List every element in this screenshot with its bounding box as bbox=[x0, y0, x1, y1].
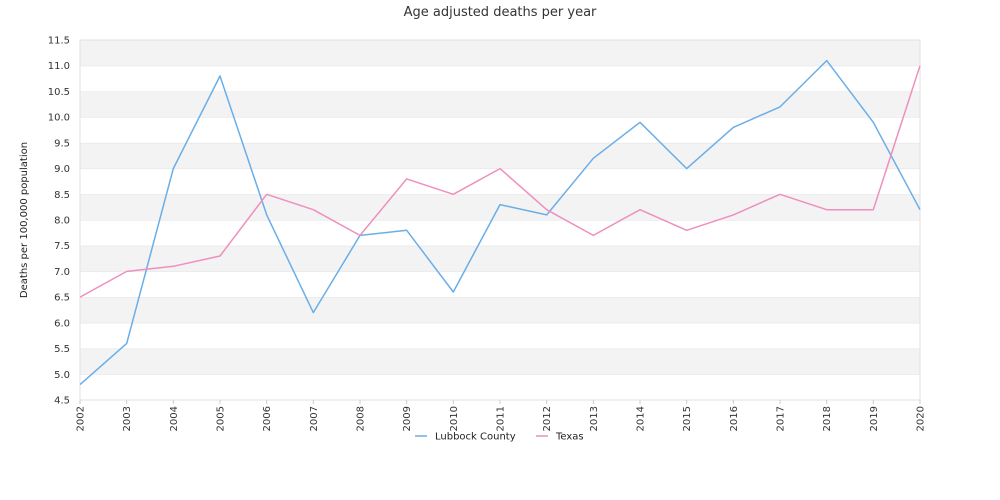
legend-item-texas[interactable]: Texas bbox=[536, 432, 584, 443]
grid-band bbox=[80, 220, 920, 246]
grid-band bbox=[80, 91, 920, 118]
x-tick-label: 2003 bbox=[122, 406, 133, 431]
grid-band bbox=[80, 348, 920, 375]
x-tick-label: 2010 bbox=[449, 406, 460, 431]
y-tick-label: 8.5 bbox=[54, 190, 70, 201]
grid-band bbox=[80, 322, 920, 349]
y-tick-label: 10.5 bbox=[48, 87, 70, 98]
x-tick-label: 2018 bbox=[822, 406, 833, 431]
grid-band bbox=[80, 117, 920, 143]
x-axis-ticks: 2002 2003 2004 2005 2006 2007 2008 2009 2010 2011… bbox=[76, 400, 927, 431]
grid-band bbox=[80, 142, 920, 169]
grid-band bbox=[80, 297, 920, 323]
plot-grid-bands bbox=[79, 39, 921, 401]
y-tick-label: 5.5 bbox=[54, 344, 70, 355]
x-tick-label: 2004 bbox=[169, 406, 180, 431]
x-tick-label: 2002 bbox=[76, 406, 87, 431]
legend-label: Texas bbox=[555, 432, 584, 443]
x-tick-label: 2006 bbox=[262, 406, 273, 431]
grid-band bbox=[80, 168, 920, 195]
x-tick-label: 2015 bbox=[682, 406, 693, 431]
y-tick-label: 6.5 bbox=[54, 293, 70, 304]
x-tick-label: 2012 bbox=[542, 406, 553, 431]
x-tick-label: 2008 bbox=[356, 406, 367, 431]
x-tick-label: 2005 bbox=[216, 406, 227, 431]
grid-band bbox=[80, 40, 920, 66]
x-tick-label: 2020 bbox=[916, 406, 927, 431]
x-tick-label: 2013 bbox=[589, 406, 600, 431]
grid-band bbox=[80, 245, 920, 272]
y-tick-label: 10.0 bbox=[48, 113, 70, 124]
x-tick-label: 2007 bbox=[309, 406, 320, 431]
grid-band bbox=[80, 194, 920, 220]
x-tick-label: 2017 bbox=[776, 406, 787, 431]
series-line-lubbock-county bbox=[79, 59, 921, 386]
y-tick-label: 4.5 bbox=[54, 396, 70, 407]
y-axis-title: Deaths per 100,000 population bbox=[19, 142, 30, 298]
y-tick-label: 9.5 bbox=[54, 138, 70, 149]
x-tick-label: 2014 bbox=[636, 406, 647, 431]
grid-band bbox=[80, 65, 920, 92]
legend-label: Lubbock County bbox=[435, 432, 516, 443]
grid-band bbox=[80, 374, 920, 400]
chart-title: Age adjusted deaths per year bbox=[404, 5, 597, 20]
x-tick-label: 2019 bbox=[869, 406, 880, 431]
y-tick-label: 9.0 bbox=[54, 164, 70, 175]
y-tick-label: 8.0 bbox=[54, 216, 70, 227]
grid-band bbox=[80, 271, 920, 298]
series-line-texas bbox=[79, 65, 921, 298]
x-tick-label: 2011 bbox=[496, 406, 507, 431]
legend-item-lubbock-county[interactable]: Lubbock County bbox=[415, 432, 516, 443]
x-tick-label: 2009 bbox=[402, 406, 413, 431]
y-axis-ticks: 4.5 5.0 5.5 6.0 6.5 7.0 7.5 8.0 8.5 9.0 9.5 10.0 10.… bbox=[48, 36, 70, 407]
y-tick-label: 6.0 bbox=[54, 318, 70, 329]
legend[interactable]: Lubbock County Texas bbox=[415, 432, 584, 443]
x-tick-label: 2016 bbox=[729, 406, 740, 431]
y-tick-label: 11.0 bbox=[48, 61, 70, 72]
y-tick-label: 7.0 bbox=[54, 267, 70, 278]
y-tick-label: 7.5 bbox=[54, 241, 70, 252]
y-tick-label: 5.0 bbox=[54, 370, 70, 381]
series-lines bbox=[79, 59, 921, 386]
y-tick-label: 11.5 bbox=[48, 36, 70, 47]
